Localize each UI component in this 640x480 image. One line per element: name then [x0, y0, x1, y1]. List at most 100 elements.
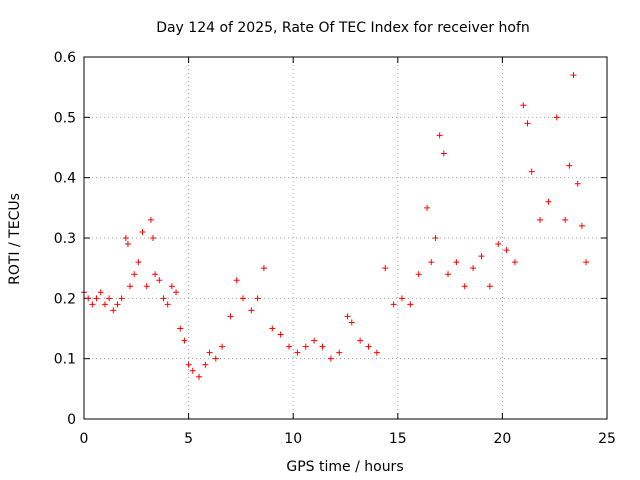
- data-point: [424, 204, 431, 211]
- data-point: [578, 222, 585, 229]
- x-tick-label: 20: [493, 431, 511, 447]
- data-point: [260, 265, 267, 272]
- data-point: [302, 343, 309, 350]
- data-point: [114, 301, 121, 308]
- data-point: [445, 271, 452, 278]
- y-tick-label: 0.3: [54, 231, 76, 247]
- chart-title: Day 124 of 2025, Rate Of TEC Index for r…: [156, 20, 530, 36]
- data-point: [127, 283, 134, 290]
- data-point: [570, 72, 577, 79]
- data-point: [164, 301, 171, 308]
- data-point: [89, 301, 96, 308]
- data-point: [566, 162, 573, 169]
- x-tick-label: 25: [598, 431, 616, 447]
- data-point: [545, 198, 552, 205]
- data-point: [122, 235, 129, 241]
- data-point: [562, 216, 569, 223]
- data-point: [486, 283, 493, 290]
- data-point: [269, 325, 276, 332]
- data-point: [415, 271, 422, 278]
- data-point: [344, 313, 351, 320]
- data-point: [398, 295, 405, 302]
- data-point: [524, 120, 531, 127]
- data-point: [286, 343, 293, 350]
- data-point: [254, 295, 261, 302]
- data-point: [97, 289, 104, 296]
- data-point: [453, 259, 460, 266]
- data-point: [101, 301, 108, 308]
- data-point: [160, 295, 167, 302]
- data-point: [239, 295, 246, 302]
- data-point: [206, 349, 213, 356]
- data-point: [131, 271, 138, 278]
- data-point: [461, 283, 468, 290]
- y-tick-label: 0.2: [54, 291, 76, 307]
- data-point: [470, 265, 477, 272]
- data-point: [185, 361, 192, 368]
- data-point: [583, 259, 590, 266]
- data-point: [336, 349, 343, 356]
- data-point: [118, 295, 125, 302]
- y-tick-label: 0.1: [54, 352, 76, 368]
- data-point: [440, 150, 447, 157]
- data-point: [537, 216, 544, 223]
- data-point: [124, 241, 131, 248]
- data-point: [173, 289, 180, 296]
- data-point: [382, 265, 389, 272]
- data-points: [81, 72, 590, 380]
- data-point: [327, 355, 334, 362]
- data-point: [503, 247, 510, 254]
- y-tick-label: 0.5: [54, 110, 76, 126]
- data-point: [202, 361, 209, 368]
- data-point: [156, 277, 163, 284]
- data-point: [248, 307, 255, 314]
- data-point: [277, 331, 284, 338]
- data-point: [143, 283, 150, 290]
- data-point: [436, 132, 443, 139]
- data-point: [106, 295, 113, 302]
- data-point: [294, 349, 301, 356]
- data-point: [365, 343, 372, 350]
- data-point: [181, 337, 188, 344]
- data-point: [139, 228, 146, 235]
- y-axis-label: ROTI / TECUs: [7, 193, 23, 285]
- x-tick-label: 0: [80, 431, 89, 447]
- axis-ticks: 0 5 10 15 20 25 0 0.1 0.2 0.3 0.4 0.5 0.6: [54, 50, 616, 447]
- x-tick-label: 10: [284, 431, 302, 447]
- data-point: [495, 241, 502, 248]
- data-point: [553, 114, 560, 121]
- data-point: [357, 337, 364, 344]
- data-point: [152, 271, 159, 278]
- plot-frame: [83, 56, 608, 420]
- data-point: [478, 253, 485, 260]
- data-point: [520, 102, 527, 109]
- data-point: [168, 283, 175, 290]
- data-point: [135, 259, 142, 266]
- y-tick-label: 0.4: [54, 171, 76, 187]
- data-point: [150, 235, 157, 241]
- data-point: [212, 355, 219, 362]
- data-point: [319, 343, 326, 350]
- data-point: [177, 325, 184, 332]
- data-point: [428, 259, 435, 266]
- data-point: [348, 319, 355, 326]
- data-point: [373, 349, 380, 356]
- data-point: [311, 337, 318, 344]
- y-tick-label: 0.6: [54, 50, 76, 66]
- x-axis-label: GPS time / hours: [286, 459, 403, 475]
- data-point: [407, 301, 414, 308]
- data-point: [390, 301, 397, 308]
- data-point: [227, 313, 234, 320]
- data-point: [219, 343, 226, 350]
- data-point: [432, 235, 439, 241]
- data-point: [196, 373, 203, 380]
- data-point: [233, 277, 240, 284]
- data-point: [528, 168, 535, 175]
- x-tick-label: 5: [184, 431, 193, 447]
- data-point: [189, 367, 196, 374]
- data-point: [110, 307, 117, 314]
- data-point: [574, 180, 581, 187]
- data-point: [93, 295, 100, 302]
- data-point: [147, 216, 154, 223]
